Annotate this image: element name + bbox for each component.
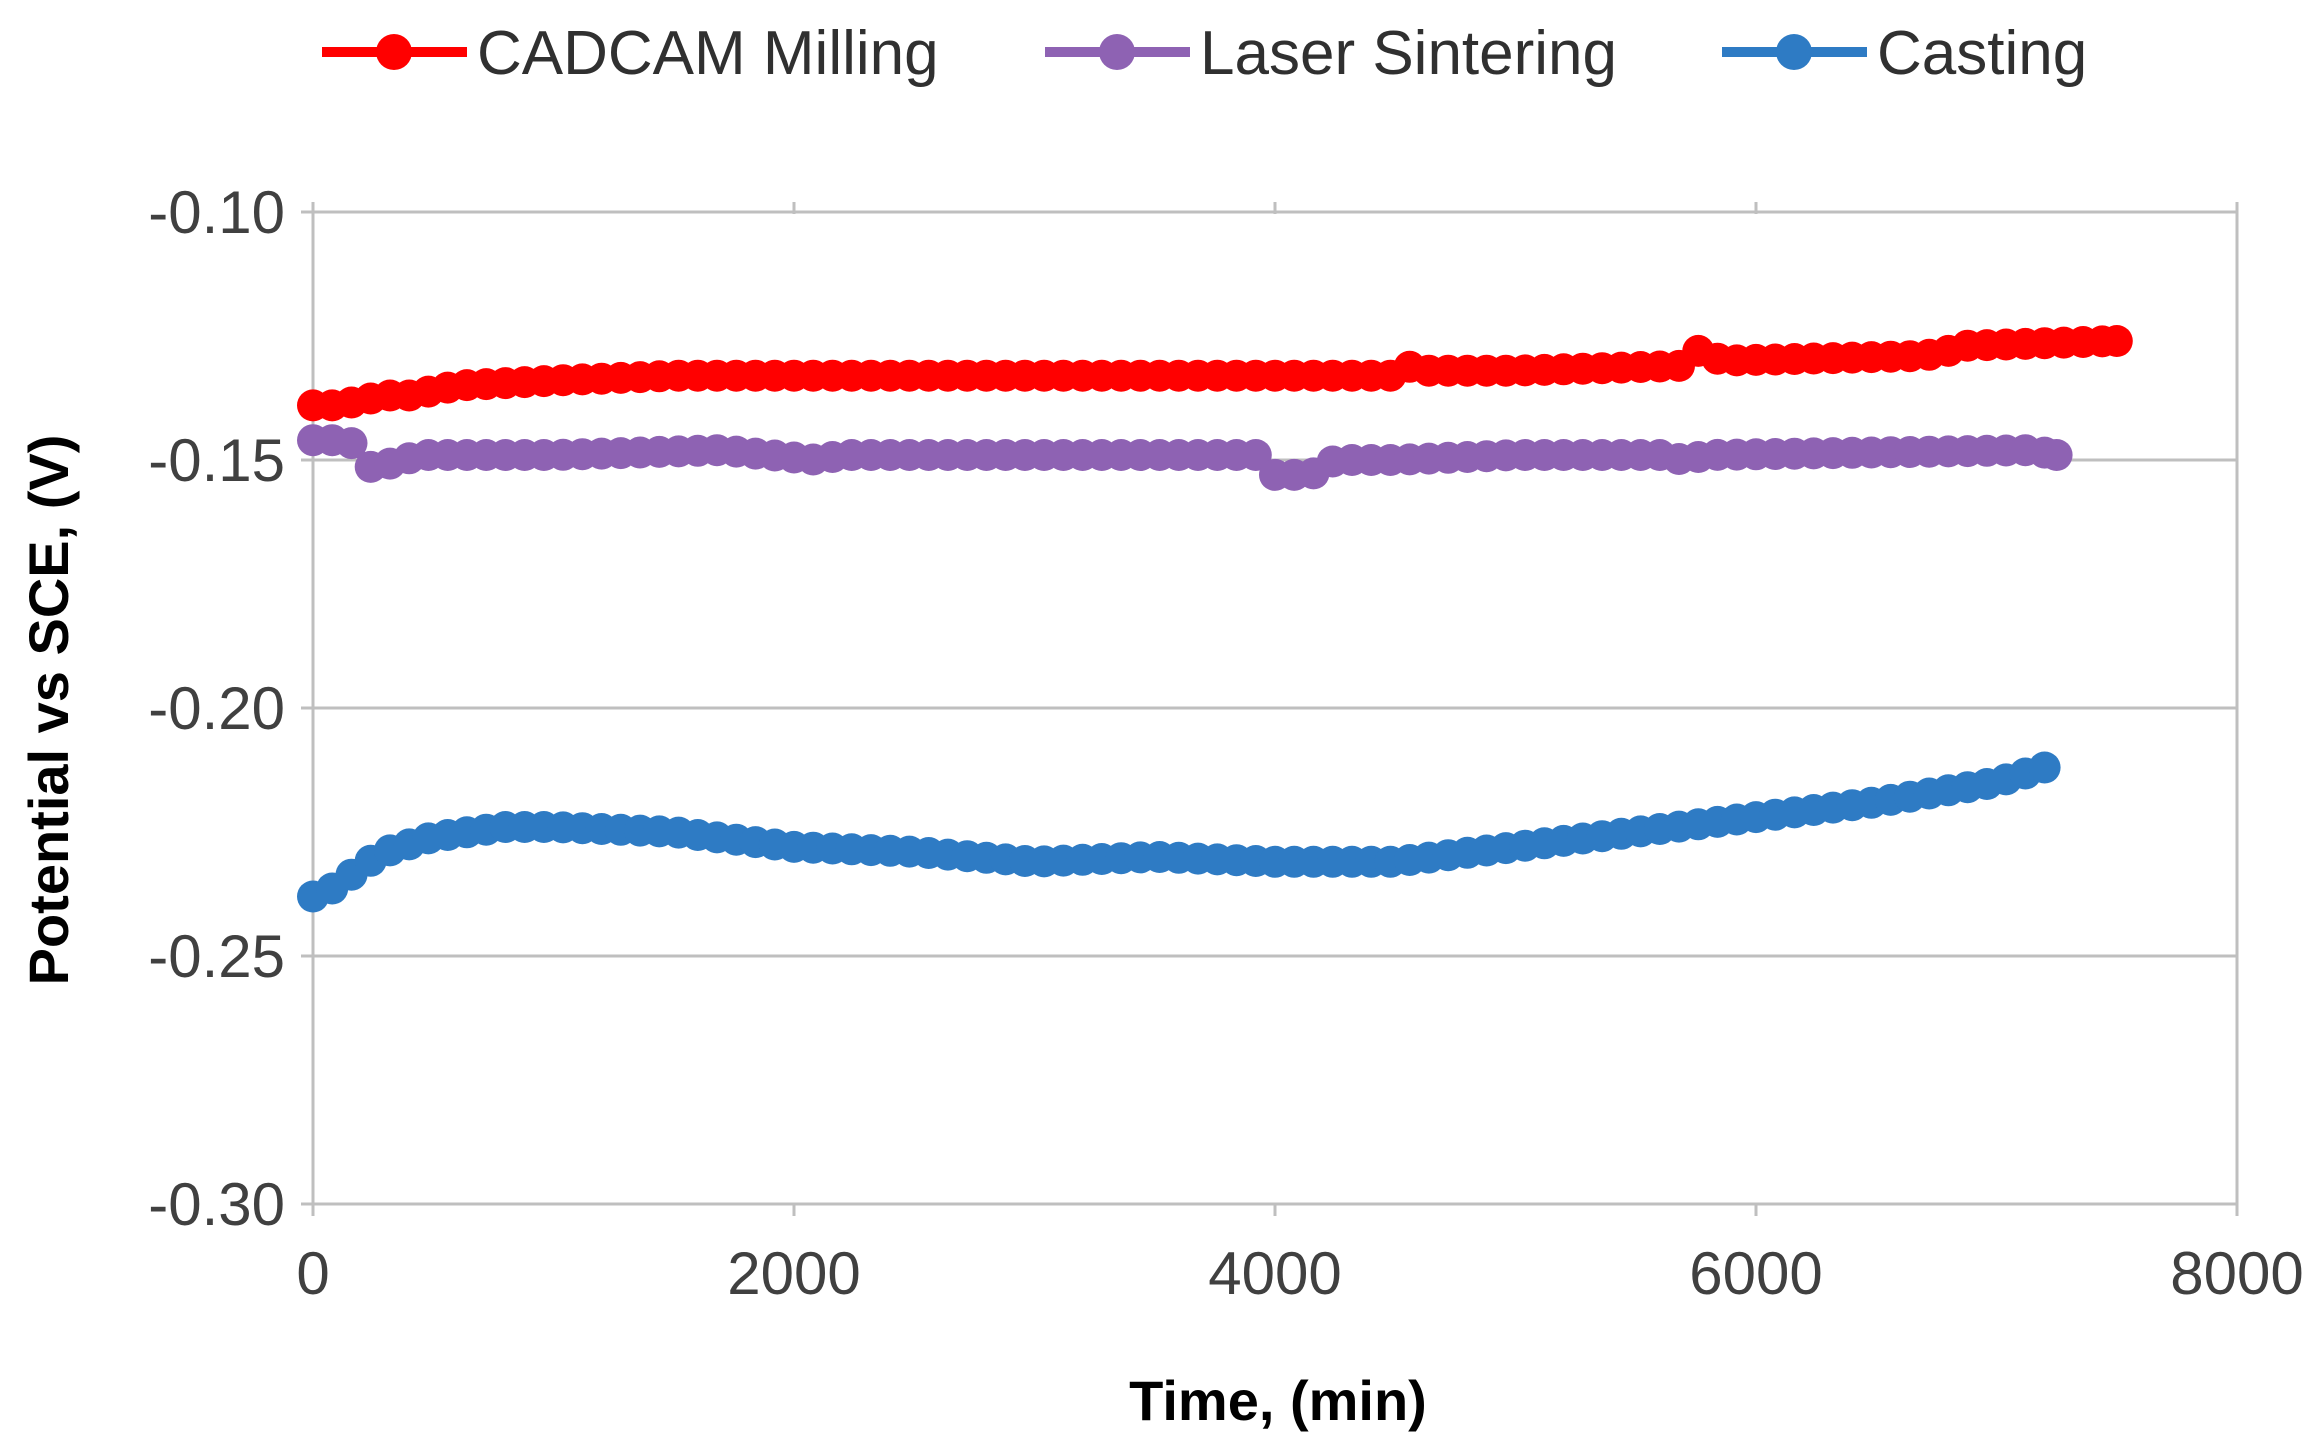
y-axis-title: Potential vs SCE, (V) [17,435,80,986]
legend: CADCAM Milling Laser Sintering Casting [322,19,2087,88]
series-casting [297,751,2061,913]
legend-swatch-marker [1776,34,1812,70]
y-tick-label: -0.20 [148,675,285,742]
axis-layer: -0.30 -0.25 -0.20 -0.15 -0.10 0 2000 4000 6000 80… [148,179,2304,1307]
series-laser-sintering [297,424,2073,491]
y-tick-label: -0.30 [148,1171,285,1238]
x-tick-label: 0 [296,1240,329,1307]
legend-label: Laser Sintering [1200,19,1617,88]
data-point [335,427,368,460]
y-tick-label: -0.25 [148,923,285,990]
y-tick-label: -0.15 [148,427,285,494]
x-tick-label: 6000 [1689,1240,1822,1307]
legend-label: CADCAM Milling [477,19,939,88]
legend-item: Laser Sintering [1045,19,1617,88]
legend-item: Casting [1722,19,2087,88]
series-layer [297,325,2133,913]
data-point [2028,751,2061,784]
data-point [2040,439,2073,471]
plot-border [311,210,2239,1206]
x-tick-label: 8000 [2170,1240,2303,1307]
legend-label: Casting [1877,19,2087,88]
x-tick-label: 2000 [727,1240,860,1307]
x-tick-label: 4000 [1208,1240,1341,1307]
y-tick-label: -0.10 [148,179,285,246]
data-point [2100,325,2133,357]
x-axis-title: Time, (min) [1129,1369,1427,1432]
data-point [1239,439,1272,471]
legend-swatch-marker [376,34,412,70]
legend-item: CADCAM Milling [322,19,939,88]
series-cadcam-milling [297,325,2133,422]
legend-swatch-marker [1099,34,1135,70]
